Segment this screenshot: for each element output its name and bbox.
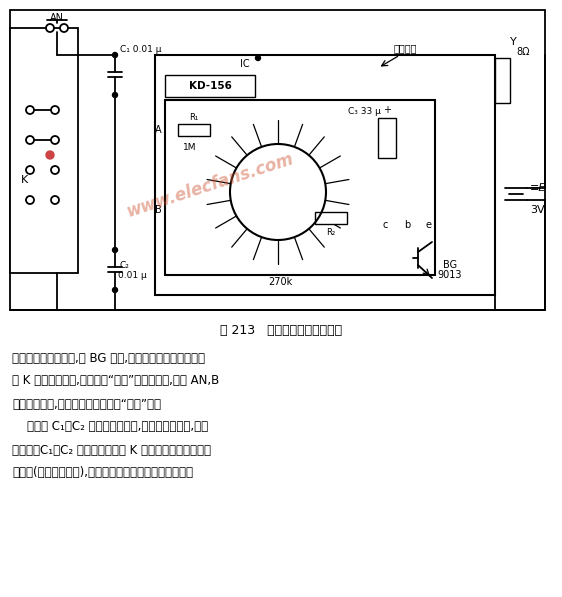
Text: 1M: 1M [183,143,197,152]
Text: C₂: C₂ [120,260,130,269]
Bar [10,28,78,273]
Text: www.elecfans.com: www.elecfans.com [124,149,296,220]
Text: 图 213   集成电路音乐门铃电路: 图 213 集成电路音乐门铃电路 [220,324,342,337]
Text: 线路中 C₁、C₂ 瓷片电容的作用,是为了滤掉干扰,避免: 线路中 C₁、C₂ 瓷片电容的作用,是为了滤掉干扰,避免 [12,420,208,433]
Circle shape [46,24,54,32]
Text: B: B [155,205,162,215]
Circle shape [51,196,59,204]
Text: C₃ 33 μ: C₃ 33 μ [348,107,381,116]
Circle shape [51,106,59,114]
Text: C₁ 0.01 μ: C₁ 0.01 μ [120,45,161,54]
Circle shape [256,56,261,60]
Bar [10,10,545,310]
Text: KD-156: KD-156 [189,81,232,91]
Text: 输出内贮的鸟鸣信号,经 BG 放大,推动扬声器发出声响。如: 输出内贮的鸟鸣信号,经 BG 放大,推动扬声器发出声响。如 [12,352,205,365]
Text: 此处划开: 此处划开 [393,43,417,53]
Circle shape [26,106,34,114]
Text: 3V: 3V [530,205,545,215]
Text: R₁: R₁ [189,113,198,122]
Bar [155,55,495,295]
Text: 误触发。C₁、C₂ 可直接焊在开关 K 上。印刷线路板上的少: 误触发。C₁、C₂ 可直接焊在开关 K 上。印刷线路板上的少 [12,444,211,457]
Circle shape [60,24,68,32]
Circle shape [112,288,117,293]
Text: b: b [404,220,410,230]
Text: A: A [155,125,162,135]
Circle shape [51,136,59,144]
Text: c: c [382,220,388,230]
Bar [165,100,435,275]
Text: 将 K 拨向另一位置,线路即为“叮咚”门铃。此时,按下 AN,B: 将 K 拨向另一位置,线路即为“叮咚”门铃。此时,按下 AN,B [12,374,219,387]
Circle shape [112,93,117,97]
Bar [378,118,396,158]
Text: ≡E: ≡E [530,183,546,193]
Text: 8Ω: 8Ω [516,47,529,57]
Text: IC: IC [240,59,250,69]
Text: K: K [20,175,28,185]
Bar [315,212,347,224]
Circle shape [112,53,117,57]
Text: +: + [383,105,391,115]
Circle shape [26,136,34,144]
Text: R₂: R₂ [327,228,336,237]
Circle shape [26,166,34,174]
Circle shape [112,248,117,253]
Text: 端得到负脉冲,扬声器就发出清脆的“叮咚”声。: 端得到负脉冲,扬声器就发出清脆的“叮咚”声。 [12,398,161,411]
Bar [165,75,255,97]
Circle shape [46,151,54,159]
Circle shape [26,196,34,204]
Text: 9013: 9013 [438,270,463,280]
Text: AN: AN [50,13,64,23]
Text: Y: Y [510,37,516,47]
Bar [495,58,510,103]
Circle shape [51,166,59,174]
Text: e: e [425,220,431,230]
Text: 0.01 μ: 0.01 μ [118,270,147,279]
Text: 许改动(图中的划开处),是为了提高音量、降低静态功耗。: 许改动(图中的划开处),是为了提高音量、降低静态功耗。 [12,466,193,479]
Text: 270k: 270k [268,277,292,287]
Text: BG: BG [443,260,457,270]
Bar [178,124,210,136]
